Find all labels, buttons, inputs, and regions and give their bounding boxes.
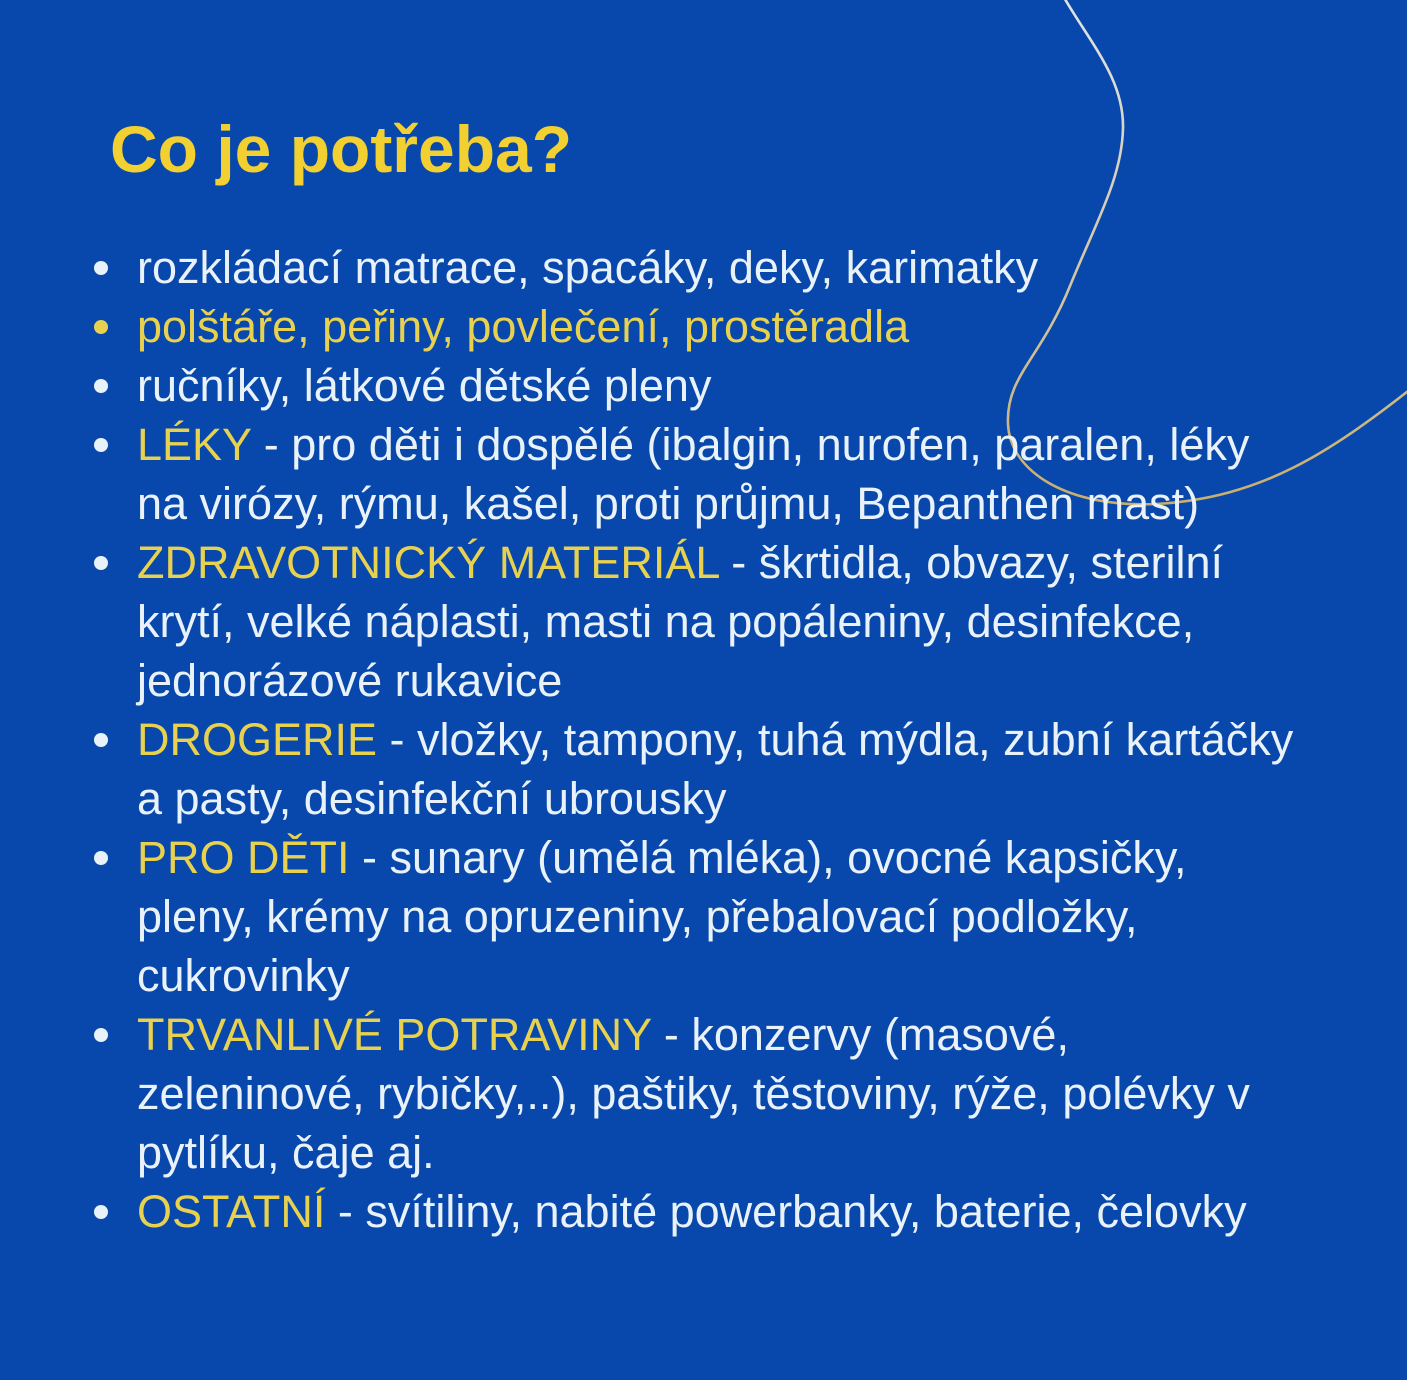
bullet-icon — [94, 261, 108, 275]
bullet-icon — [94, 438, 108, 452]
item-text: - svítiliny, nabité powerbanky, baterie,… — [325, 1186, 1247, 1237]
item-category-label: ZDRAVOTNICKÝ MATERIÁL — [137, 537, 719, 588]
item-category-label: TRVANLIVÉ POTRAVINY — [137, 1009, 652, 1060]
list-item: LÉKY - pro děti i dospělé (ibalgin, nuro… — [94, 415, 1297, 533]
item-text: - vložky, tampony, tuhá mýdla, zubní kar… — [137, 714, 1294, 824]
bullet-icon — [94, 320, 108, 334]
bullet-icon — [94, 733, 108, 747]
bullet-icon — [94, 379, 108, 393]
list-item: rozkládací matrace, spacáky, deky, karim… — [94, 238, 1297, 297]
list-item: OSTATNÍ - svítiliny, nabité powerbanky, … — [94, 1182, 1297, 1241]
list-item: PRO DĚTI - sunary (umělá mléka), ovocné … — [94, 828, 1297, 1005]
list-item: TRVANLIVÉ POTRAVINY - konzervy (masové, … — [94, 1005, 1297, 1182]
needs-list: rozkládací matrace, spacáky, deky, karim… — [0, 238, 1297, 1241]
item-text: - sunary (umělá mléka), ovocné kapsičky,… — [137, 832, 1187, 1001]
item-text: rozkládací matrace, spacáky, deky, karim… — [137, 242, 1039, 293]
bullet-icon — [94, 556, 108, 570]
list-item: ručníky, látkové dětské pleny — [94, 356, 1297, 415]
item-category-label: LÉKY — [137, 419, 252, 470]
list-item: polštáře, peřiny, povlečení, prostěradla — [94, 297, 1297, 356]
item-text: ručníky, látkové dětské pleny — [137, 360, 712, 411]
list-item: DROGERIE - vložky, tampony, tuhá mýdla, … — [94, 710, 1297, 828]
bullet-icon — [94, 1028, 108, 1042]
bullet-icon — [94, 1205, 108, 1219]
item-category-label: polštáře, peřiny, povlečení, prostěradla — [137, 301, 910, 352]
list-item: ZDRAVOTNICKÝ MATERIÁL - škrtidla, obvazy… — [94, 533, 1297, 710]
item-text: - škrtidla, obvazy, sterilní krytí, velk… — [137, 537, 1224, 706]
item-text: - pro děti i dospělé (ibalgin, nurofen, … — [137, 419, 1250, 529]
item-text: - konzervy (masové, zeleninové, rybičky,… — [137, 1009, 1250, 1178]
item-category-label: PRO DĚTI — [137, 832, 350, 883]
page-title: Co je potřeba? — [110, 112, 573, 186]
item-category-label: OSTATNÍ — [137, 1186, 326, 1237]
item-category-label: DROGERIE — [137, 714, 378, 765]
bullet-icon — [94, 851, 108, 865]
